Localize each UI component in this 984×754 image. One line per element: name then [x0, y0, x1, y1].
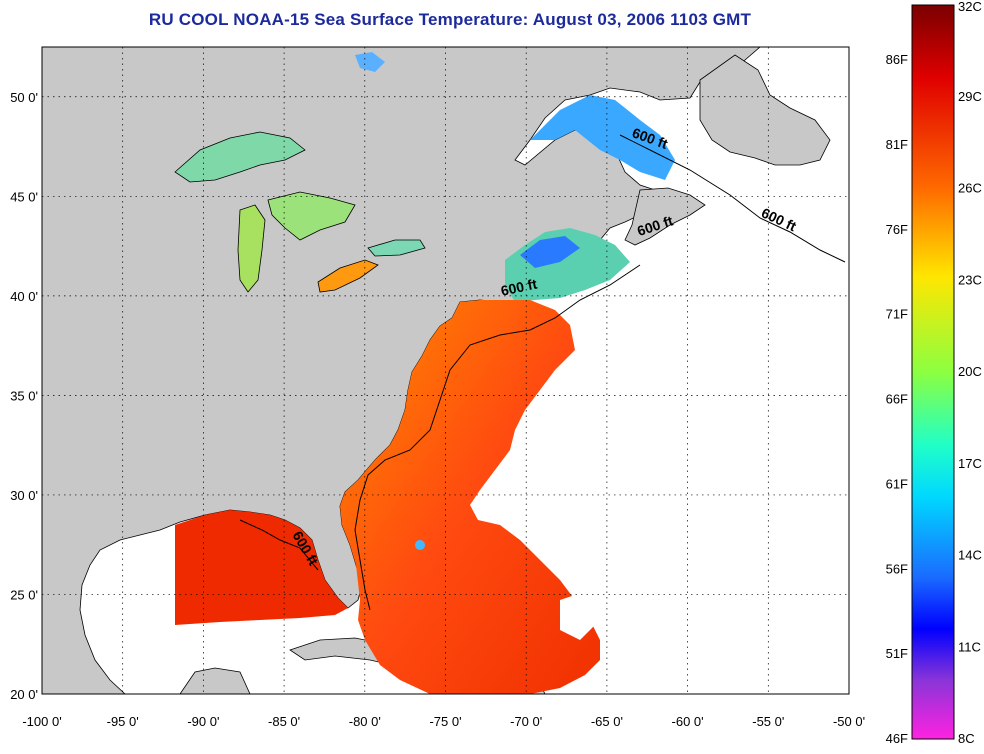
- colorbar-fahrenheit-label: 81F: [886, 137, 908, 152]
- colorbar-celsius-label: 26C: [958, 181, 982, 196]
- lon-tick-label: -60 0': [672, 714, 704, 729]
- colorbar-celsius-label: 20C: [958, 364, 982, 379]
- colorbar-fahrenheit-label: 66F: [886, 392, 908, 407]
- colorbar-celsius-label: 32C: [958, 0, 982, 14]
- colorbar-celsius-labels: 32C 29C 26C 23C 20C 17C 14C 11C 8C: [958, 0, 982, 746]
- sst-gulf-maine-blue: [520, 236, 580, 268]
- colorbar-celsius-label: 8C: [958, 731, 975, 746]
- lat-tick-label: 45 0': [10, 189, 38, 204]
- sst-spot-blue: [415, 540, 425, 550]
- lake-ontario: [367, 239, 426, 257]
- sst-gulf-st-lawrence: [530, 95, 675, 180]
- sst-gulf-of-mexico: [175, 510, 348, 625]
- lon-tick-label: -100 0': [22, 714, 61, 729]
- colorbar-celsius-label: 29C: [958, 89, 982, 104]
- colorbar-fahrenheit-label: 86F: [886, 52, 908, 67]
- lon-tick-label: -80 0': [349, 714, 381, 729]
- lat-tick-label: 40 0': [10, 289, 38, 304]
- colorbar-fahrenheit-label: 51F: [886, 646, 908, 661]
- lake-erie: [317, 259, 379, 293]
- colorbar-fahrenheit-labels: 86F 81F 76F 71F 66F 61F 56F 51F 46F: [886, 52, 908, 746]
- lon-tick-label: -90 0': [187, 714, 219, 729]
- lake-superior: [174, 131, 306, 183]
- land-nova-scotia: [624, 187, 706, 246]
- lon-tick-label: -50 0': [833, 714, 865, 729]
- cloud-gap-1: [515, 400, 620, 560]
- land-yucatan: [179, 667, 251, 694]
- contour-label-600ft: 600 ft: [499, 275, 538, 298]
- map-frame: [41, 46, 850, 695]
- colorbar-celsius-label: 14C: [958, 548, 982, 563]
- colorbar-fahrenheit-label: 71F: [886, 307, 908, 322]
- lon-tick-label: -70 0': [510, 714, 542, 729]
- colorbar-celsius-label: 17C: [958, 456, 982, 471]
- cloud-gap-2: [560, 590, 600, 640]
- lat-tick-label: 50 0': [10, 90, 38, 105]
- colorbar-celsius-label: 11C: [958, 639, 981, 654]
- lake-michigan: [237, 204, 266, 293]
- colorbar-gradient: [911, 4, 955, 740]
- isobath-600ft: [239, 134, 846, 611]
- sst-atlantic-warm: [340, 300, 600, 694]
- lake-huron: [267, 191, 356, 241]
- map-content: [42, 47, 846, 694]
- colorbar-celsius-label: 23C: [958, 272, 982, 287]
- lon-tick-label: -75 0': [429, 714, 461, 729]
- colorbar: 32C 29C 26C 23C 20C 17C 14C 11C 8C 86F 81F 76F 71F 6…: [886, 0, 982, 746]
- lon-tick-label: -55 0': [752, 714, 784, 729]
- colorbar-fahrenheit-label: 56F: [886, 561, 908, 576]
- colorbar-fahrenheit-label: 61F: [886, 476, 908, 491]
- colorbar-fahrenheit-label: 46F: [886, 731, 908, 746]
- map-title: RU COOL NOAA-15 Sea Surface Temperature:…: [148, 10, 752, 29]
- lat-tick-label: 35 0': [10, 388, 38, 403]
- grid: [42, 47, 849, 694]
- lat-tick-label: 30 0': [10, 488, 38, 503]
- lon-tick-label: -65 0': [591, 714, 623, 729]
- lake-winnipeg-patch: [355, 52, 385, 72]
- land-newfoundland: [699, 54, 831, 166]
- lat-tick-label: 20 0': [10, 687, 38, 702]
- lat-tick-labels: 20 0' 25 0' 30 0' 35 0' 40 0' 45 0' 50 0': [10, 90, 38, 702]
- lon-tick-label: -95 0': [107, 714, 139, 729]
- colorbar-fahrenheit-label: 76F: [886, 222, 908, 237]
- lon-tick-labels: -100 0' -95 0' -90 0' -85 0' -80 0' -75 0' -70…: [22, 714, 865, 729]
- lat-tick-label: 25 0': [10, 587, 38, 602]
- lon-tick-label: -85 0': [268, 714, 300, 729]
